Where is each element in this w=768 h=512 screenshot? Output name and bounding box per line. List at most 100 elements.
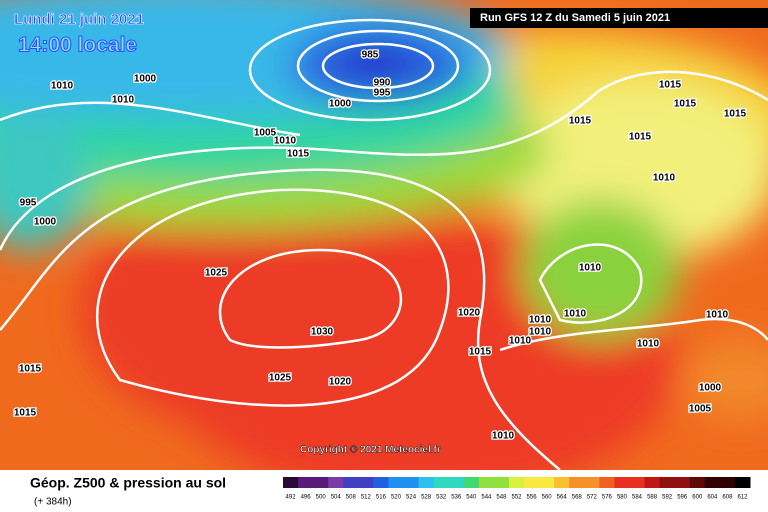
scale-cell: [343, 477, 359, 488]
scale-cell: [493, 477, 510, 488]
isobar-label: 1015: [287, 149, 310, 160]
scale-label: 612: [737, 495, 748, 501]
isobar-label: 1010: [51, 81, 74, 92]
scale-label: 520: [391, 495, 402, 501]
footer-title: Géop. Z500 & pression au sol: [30, 475, 226, 491]
isobar-label: 1015: [14, 408, 37, 419]
scale-cell: [674, 477, 691, 488]
isobar-label: 1000: [699, 383, 722, 394]
isobar-label: 995: [374, 88, 391, 99]
scale-cell: [599, 477, 615, 488]
scale-cell: [478, 477, 495, 488]
scale-label: 604: [707, 495, 718, 501]
scale-label: 544: [481, 495, 492, 501]
scale-cell: [554, 477, 570, 488]
scale-cell: [539, 477, 555, 488]
scale-label: 596: [677, 495, 688, 501]
isobar-label: 1025: [205, 268, 228, 279]
scale-cell: [328, 477, 344, 488]
isobar-label: 1020: [329, 377, 352, 388]
isobar-label: 1000: [134, 74, 157, 85]
scale-cell: [584, 477, 600, 488]
scale-cell: [283, 477, 299, 488]
scale-label: 548: [496, 495, 507, 501]
isobar-label: 1010: [492, 431, 515, 442]
isobar-label: 1010: [706, 310, 729, 321]
scale-cell: [508, 477, 525, 488]
isobar-label: 1010: [274, 136, 297, 147]
isobar-label: 1015: [674, 99, 697, 110]
scale-label: 492: [286, 495, 297, 501]
scale-cell: [403, 477, 420, 488]
scale-cell: [524, 477, 540, 488]
run-box: Run GFS 12 Z du Samedi 5 juin 2021: [470, 8, 768, 28]
isobar-label: 1015: [629, 132, 652, 143]
scale-label: 584: [632, 495, 643, 501]
scale-label: 600: [692, 495, 703, 501]
scale-cell: [734, 477, 751, 488]
isobar-label: 1030: [311, 327, 334, 338]
scale-cell: [388, 477, 405, 488]
scale-cell: [433, 477, 450, 488]
scale-cell: [313, 477, 329, 488]
scale-cell: [298, 477, 314, 488]
scale-cell: [659, 477, 676, 488]
scale-label: 552: [511, 495, 522, 501]
isobar-label: 1010: [529, 315, 552, 326]
scale-label: 528: [421, 495, 432, 501]
isobar-label: 1015: [19, 364, 42, 375]
scale-label: 496: [301, 495, 312, 501]
scale-cell: [358, 477, 374, 488]
isobars: [0, 18, 768, 471]
isobar-label: 1020: [458, 308, 481, 319]
isobar-label: 1015: [659, 80, 682, 91]
scale-cell: [373, 477, 389, 488]
isobar-label: 1000: [34, 217, 57, 228]
scale-label: 524: [406, 495, 417, 501]
scale-label: 572: [587, 495, 598, 501]
scale-cell: [719, 477, 736, 488]
scale-label: 608: [722, 495, 733, 501]
color-scale: 492 496 500 504 508 512 516 520 524 528 532 536 540 5…: [283, 477, 751, 501]
isobar-label: 1010: [637, 339, 660, 350]
scale-label: 540: [466, 495, 477, 501]
copyright: Copyright © 2021 Meteociel.fr: [300, 445, 441, 456]
isobar-label: 985: [362, 50, 379, 61]
scale-label: 560: [542, 495, 553, 501]
scale-label: 508: [346, 495, 357, 501]
scale-label: 564: [557, 495, 568, 501]
isobar-label: 1015: [569, 116, 592, 127]
scale-label: 536: [451, 495, 462, 501]
isobar-label: 1010: [529, 327, 552, 338]
run-label: Run GFS 12 Z du Samedi 5 juin 2021: [480, 12, 670, 24]
isobar-label: 1015: [724, 109, 747, 120]
isobar-label: 1010: [579, 263, 602, 274]
scale-label: 588: [647, 495, 658, 501]
isobar-label: 1010: [653, 173, 676, 184]
scale-label: 556: [527, 495, 538, 501]
isobar-label: 1010: [564, 309, 587, 320]
isobar-label: 1015: [469, 347, 492, 358]
map-field: [0, 0, 768, 500]
scale-label: 580: [617, 495, 628, 501]
scale-label: 512: [361, 495, 372, 501]
scale-label: 516: [376, 495, 387, 501]
isobar-label: 1010: [112, 95, 135, 106]
lead-time: (+ 384h): [34, 497, 72, 508]
scale-cell: [704, 477, 721, 488]
isobar-label: 1005: [254, 128, 277, 139]
time-label: 14:00 locale: [18, 34, 137, 57]
scale-label: 504: [331, 495, 342, 501]
scale-cell: [448, 477, 465, 488]
scale-cell: [463, 477, 480, 488]
scale-cell: [569, 477, 585, 488]
isobar-labels: 9859909951000100010101010100510101015995…: [13, 48, 748, 443]
scale-cell: [629, 477, 646, 488]
scale-label: 576: [602, 495, 613, 501]
scale-label: 500: [316, 495, 327, 501]
isobar-label: 1000: [329, 99, 352, 110]
scale-label: 592: [662, 495, 673, 501]
scale-label: 532: [436, 495, 447, 501]
isobar-label: 1010: [509, 336, 532, 347]
